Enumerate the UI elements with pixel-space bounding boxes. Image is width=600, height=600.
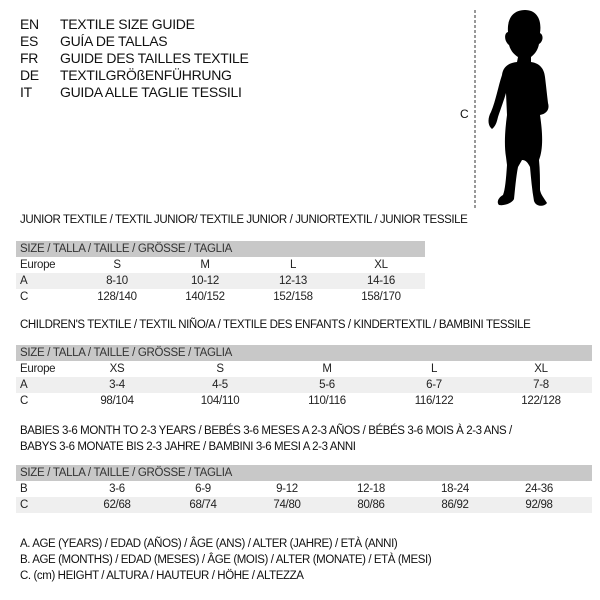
row-label: Europe <box>20 363 56 375</box>
table-row: Europe S M L XL <box>16 257 425 273</box>
cell: XL <box>374 259 388 271</box>
cell: 62/68 <box>103 499 131 511</box>
lang-code: ES <box>20 33 39 49</box>
cell: 7-8 <box>533 379 549 391</box>
cell: 8-10 <box>106 275 128 287</box>
cell: 18-24 <box>441 483 469 495</box>
cell: XS <box>109 363 125 375</box>
row-label: B <box>20 483 28 495</box>
cell: 110/116 <box>308 395 346 407</box>
cell: 122/128 <box>521 395 561 407</box>
cell: 86/92 <box>441 499 469 511</box>
lang-code: IT <box>20 84 32 100</box>
lang-title: TEXTILE SIZE GUIDE <box>60 16 195 32</box>
cell: 80/86 <box>357 499 385 511</box>
junior-size-table: SIZE / TALLA / TAILLE / GRÖSSE / TAGLIA … <box>16 241 425 305</box>
table-row: A 8-10 10-12 12-13 14-16 <box>16 273 425 289</box>
lang-title: GUIDA ALLE TAGLIE TESSILI <box>60 84 242 100</box>
table-header: SIZE / TALLA / TAILLE / GRÖSSE / TAGLIA <box>16 241 425 257</box>
row-label: C <box>20 395 29 407</box>
cell: 74/80 <box>273 499 301 511</box>
children-size-table: SIZE / TALLA / TAILLE / GRÖSSE / TAGLIA … <box>16 345 592 409</box>
cell: 140/152 <box>185 291 225 303</box>
lang-code: FR <box>20 50 39 66</box>
legend-item-b: B. AGE (MONTHS) / EDAD (MESES) / ÂGE (MO… <box>20 554 432 566</box>
babies-size-table: SIZE / TALLA / TAILLE / GRÖSSE / TAGLIA … <box>16 465 592 513</box>
lang-title: TEXTILGRÖßENFÜHRUNG <box>60 67 232 83</box>
row-label: C <box>20 499 29 511</box>
cell: 128/140 <box>97 291 137 303</box>
row-label: A <box>20 275 28 287</box>
table-row: C 62/68 68/74 74/80 80/86 86/92 92/98 <box>16 497 592 513</box>
table-header: SIZE / TALLA / TAILLE / GRÖSSE / TAGLIA <box>16 465 592 481</box>
legend-item-c: C. (cm) HEIGHT / ALTURA / HAUTEUR / HÖHE… <box>20 570 304 582</box>
cell: 6-9 <box>195 483 211 495</box>
cell: 24-36 <box>525 483 553 495</box>
lang-code: DE <box>20 67 39 83</box>
row-label: C <box>20 291 29 303</box>
table-row: B 3-6 6-9 9-12 12-18 18-24 24-36 <box>16 481 592 497</box>
cell: L <box>289 259 297 271</box>
babies-table-title-line2: BABYS 3-6 MONATE BIS 2-3 JAHRE / BAMBINI… <box>20 441 356 453</box>
cell: 116/122 <box>414 395 454 407</box>
babies-table-title: BABIES 3-6 MONTH TO 2-3 YEARS / BEBÉS 3-… <box>20 425 512 437</box>
legend-item-a: A. AGE (YEARS) / EDAD (AÑOS) / ÂGE (ANS)… <box>20 538 398 550</box>
cell: S <box>113 259 121 271</box>
cell: 98/104 <box>100 395 134 407</box>
cell: 158/170 <box>361 291 401 303</box>
cell: 3-6 <box>109 483 125 495</box>
cell: 12-13 <box>279 275 307 287</box>
cell: 92/98 <box>525 499 553 511</box>
cell: 12-18 <box>357 483 385 495</box>
row-label: Europe <box>20 259 56 271</box>
cell: 152/158 <box>273 291 313 303</box>
cell: 5-6 <box>319 379 335 391</box>
cell: 4-5 <box>212 379 228 391</box>
row-label: A <box>20 379 28 391</box>
cell: 104/110 <box>200 395 240 407</box>
table-row: A 3-4 4-5 5-6 6-7 7-8 <box>16 377 592 393</box>
cell: M <box>200 259 210 271</box>
cell: 10-12 <box>191 275 219 287</box>
cell: 68/74 <box>189 499 217 511</box>
cell: 9-12 <box>276 483 298 495</box>
table-row: C 128/140 140/152 152/158 158/170 <box>16 289 425 305</box>
height-label: C <box>460 107 469 121</box>
cell: 3-4 <box>109 379 125 391</box>
cell: S <box>216 363 224 375</box>
cell: 6-7 <box>426 379 442 391</box>
cell: 14-16 <box>367 275 395 287</box>
junior-table-title: JUNIOR TEXTILE / TEXTIL JUNIOR/ TEXTILE … <box>20 214 468 226</box>
cell: M <box>322 363 332 375</box>
table-row: C 98/104 104/110 110/116 116/122 122/128 <box>16 393 592 409</box>
cell: L <box>430 363 438 375</box>
child-silhouette-icon <box>474 10 549 208</box>
children-table-title: CHILDREN'S TEXTILE / TEXTIL NIÑO/A / TEX… <box>20 319 531 331</box>
table-header: SIZE / TALLA / TAILLE / GRÖSSE / TAGLIA <box>16 345 592 361</box>
cell: XL <box>534 363 548 375</box>
lang-code: EN <box>20 16 39 32</box>
table-row: Europe XS S M L XL <box>16 361 592 377</box>
lang-title: GUÍA DE TALLAS <box>60 33 168 49</box>
lang-title: GUIDE DES TAILLES TEXTILE <box>60 50 249 66</box>
